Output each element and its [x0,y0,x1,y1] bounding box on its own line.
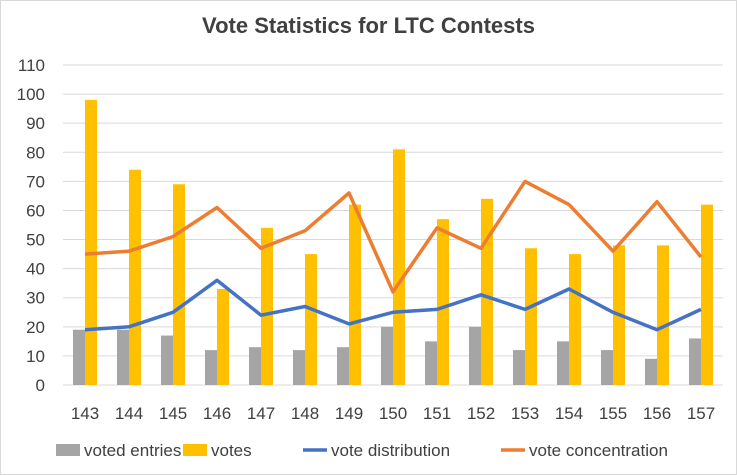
x-tick-label: 146 [203,404,231,423]
bar-votes [481,198,493,385]
bar-votes [173,184,185,385]
x-tick-label: 151 [423,404,451,423]
x-tick-label: 149 [335,404,363,423]
legend-swatch [56,444,80,456]
y-tick-label: 40 [26,260,45,279]
bar-voted-entries [337,347,349,385]
legend-label: votes [211,441,252,460]
y-tick-label: 0 [36,376,45,395]
bar-voted-entries [73,329,85,385]
bar-votes [305,254,317,385]
y-tick-label: 80 [26,143,45,162]
bar-votes [701,204,713,385]
bar-voted-entries [205,350,217,385]
y-tick-label: 100 [17,85,45,104]
bar-votes [217,289,229,385]
x-tick-label: 157 [687,404,715,423]
bar-voted-entries [161,335,173,385]
y-axis-ticks: 0 10 20 30 40 50 60 70 80 90 100 110 [17,56,45,395]
bar-voted-entries [601,350,613,385]
x-tick-label: 154 [555,404,583,423]
y-tick-label: 70 [26,172,45,191]
bar-votes [349,204,361,385]
bar-voted-entries [249,347,261,385]
bar-votes [569,254,581,385]
bar-voted-entries [469,326,481,385]
x-tick-label: 143 [71,404,99,423]
x-tick-label: 144 [115,404,143,423]
x-tick-label: 152 [467,404,495,423]
legend-label: vote distribution [331,441,450,460]
x-tick-label: 147 [247,404,275,423]
x-tick-label: 155 [599,404,627,423]
y-tick-label: 30 [26,289,45,308]
x-tick-label: 153 [511,404,539,423]
bar-votes [129,169,141,385]
legend-swatch [183,444,207,456]
bar-voted-entries [425,341,437,385]
legend-label: voted entries [84,441,181,460]
bar-voted-entries [293,350,305,385]
bar-voted-entries [557,341,569,385]
x-tick-label: 148 [291,404,319,423]
y-tick-label: 90 [26,114,45,133]
bar-votes [261,227,273,385]
bar-votes [525,248,537,385]
chart-title: Vote Statistics for LTC Contests [202,13,535,38]
bar-voted-entries [381,326,393,385]
x-tick-label: 150 [379,404,407,423]
x-tick-label: 156 [643,404,671,423]
y-tick-label: 60 [26,201,45,220]
y-tick-label: 20 [26,318,45,337]
bar-voted-entries [513,350,525,385]
y-tick-label: 50 [26,231,45,250]
bar-voted-entries [645,358,657,385]
legend-label: vote concentration [529,441,668,460]
legend: voted entries votes vote distribution vote … [56,441,668,460]
x-axis-ticks: 143 144 145 146 147 148 149 150 151 152 153 154 155 1… [71,404,715,423]
bar-voted-entries [117,329,129,385]
y-tick-label: 10 [26,347,45,366]
x-tick-label: 145 [159,404,187,423]
bar-voted-entries [689,338,701,385]
bar-votes [85,99,97,385]
series-lines [84,179,703,332]
bar-votes [393,149,405,385]
bar-votes [437,219,449,385]
bars [73,99,713,385]
y-tick-label: 110 [18,56,45,75]
bar-votes [657,245,669,385]
